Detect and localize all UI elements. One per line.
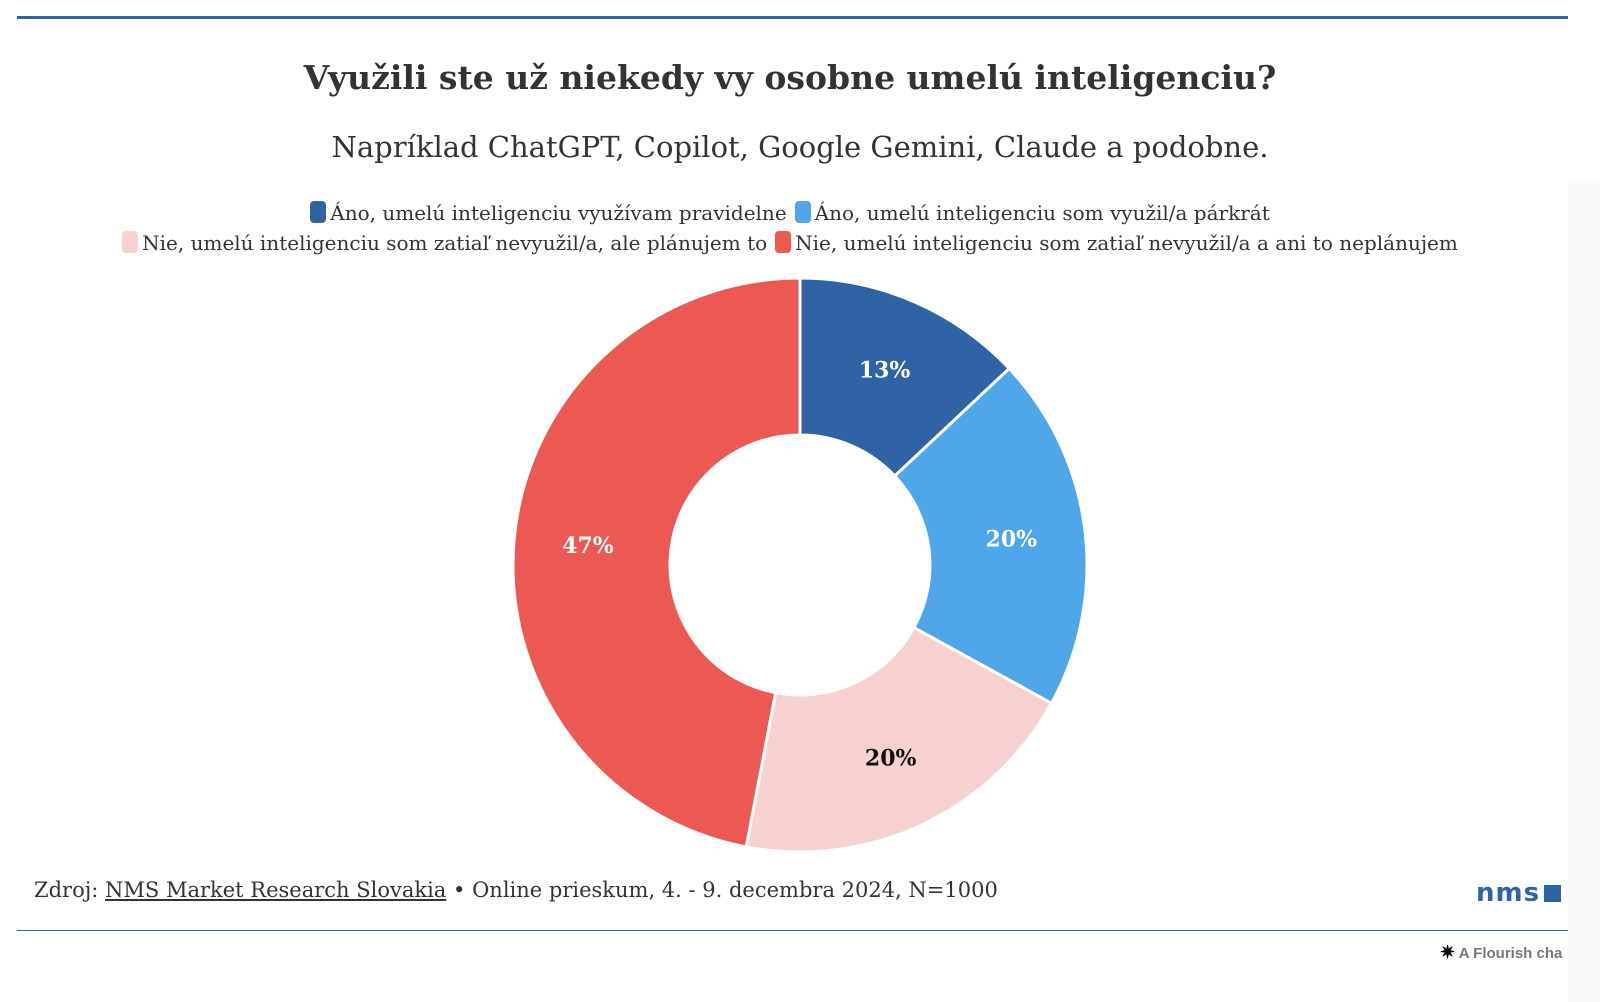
donut-slice[interactable] bbox=[744, 626, 1053, 854]
legend-label: Nie, umelú inteligenciu som zatiaľ nevyu… bbox=[795, 231, 1458, 255]
slice-data-label: 20% bbox=[865, 746, 917, 772]
source-details: • Online prieskum, 4. - 9. decembra 2024… bbox=[453, 878, 998, 902]
legend-item-not-planning[interactable]: Nie, umelú inteligenciu som zatiaľ nevyu… bbox=[775, 228, 1458, 258]
donut-slice[interactable] bbox=[893, 367, 1089, 705]
logo-square bbox=[1544, 885, 1562, 902]
legend-swatch bbox=[775, 231, 792, 253]
chart-subtitle: Napríklad ChatGPT, Copilot, Google Gemin… bbox=[331, 130, 1269, 164]
source-link[interactable]: NMS Market Research Slovakia bbox=[105, 878, 447, 902]
legend-swatch bbox=[122, 231, 139, 253]
legend-label: Áno, umelú inteligenciu využívam pravide… bbox=[330, 201, 787, 225]
legend-swatch bbox=[794, 201, 811, 223]
source-prefix: Zdroj: bbox=[34, 878, 99, 902]
flourish-text: A Flourish cha bbox=[1458, 945, 1563, 962]
flourish-star-icon: ✷ bbox=[1440, 942, 1456, 962]
slice-data-label: 13% bbox=[859, 358, 911, 384]
legend-item-planning[interactable]: Nie, umelú inteligenciu som zatiaľ nevyu… bbox=[122, 228, 767, 258]
legend: Áno, umelú inteligenciu využívam pravide… bbox=[0, 198, 1580, 258]
legend-label: Nie, umelú inteligenciu som zatiaľ nevyu… bbox=[142, 231, 768, 255]
source-note: Zdroj: NMS Market Research Slovakia • On… bbox=[34, 878, 998, 902]
chart-title: Využili ste už niekedy vy osobne umelú i… bbox=[303, 58, 1277, 97]
top-rule bbox=[17, 16, 1568, 19]
legend-swatch bbox=[310, 201, 327, 223]
legend-label: Áno, umelú inteligenciu som využil/a pár… bbox=[814, 201, 1270, 225]
donut-slice[interactable] bbox=[511, 276, 802, 849]
bottom-rule bbox=[17, 930, 1568, 931]
scrollbar-edge bbox=[1568, 180, 1600, 1002]
donut-slice[interactable] bbox=[798, 276, 1011, 478]
donut-chart: 13% 20% 20% 47% bbox=[511, 276, 1089, 854]
nms-logo: nms bbox=[1476, 878, 1562, 908]
slice-data-label: 20% bbox=[986, 526, 1038, 552]
legend-item-regular[interactable]: Áno, umelú inteligenciu využívam pravide… bbox=[310, 198, 787, 228]
flourish-credit[interactable]: ✷ A Flourish cha bbox=[1440, 942, 1562, 963]
slice-data-label: 47% bbox=[562, 533, 614, 559]
logo-text: nms bbox=[1476, 878, 1541, 908]
legend-item-few-times[interactable]: Áno, umelú inteligenciu som využil/a pár… bbox=[794, 198, 1270, 228]
